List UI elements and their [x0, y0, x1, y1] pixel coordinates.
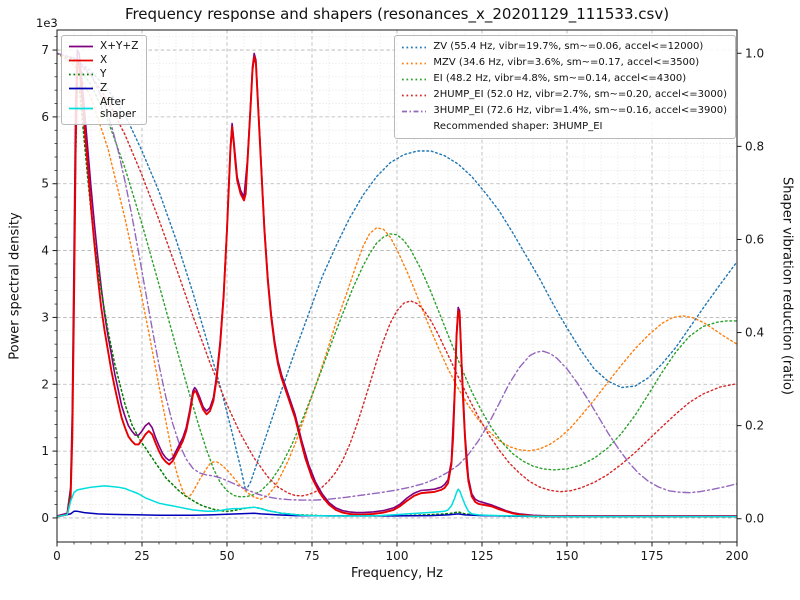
legend-item: Y [68, 68, 138, 80]
legend-item-label: 2HUMP_EI (52.0 Hz, vibr=2.7%, sm~=0.20, … [433, 89, 727, 100]
x-tick-label: 0 [53, 549, 61, 563]
chart-title: Frequency response and shapers (resonanc… [124, 5, 670, 23]
tick-labels: 0 25 50 75 100 125 150 175 200 0 1 2 3 4 5 6 7 0.0 0.2 0.4 0… [41, 36, 764, 563]
right-y-tick-label: 0.2 [745, 419, 764, 433]
left-y-tick-label: 2 [41, 377, 49, 391]
legend-item-label: 3HUMP_EI (72.6 Hz, vibr=1.4%, sm~=0.16, … [433, 105, 727, 116]
legend-item-label: Recommended shaper: 3HUMP_EI [433, 121, 603, 132]
legend-item: ZV (55.4 Hz, vibr=19.7%, sm~=0.06, accel… [401, 40, 727, 54]
x-tick-label: 100 [386, 549, 409, 563]
x-tick-label: 50 [219, 549, 234, 563]
legend-item-label: EI (48.2 Hz, vibr=4.8%, sm~=0.14, accel<… [433, 73, 687, 84]
psd-legend: X+Y+Z X Y Z After shaper [61, 35, 148, 126]
shaper-legend: ZV (55.4 Hz, vibr=19.7%, sm~=0.06, accel… [394, 35, 736, 139]
x-tick-label: 200 [726, 549, 749, 563]
series-line-2HUMP_EI [57, 52, 737, 497]
series-line-EI [57, 52, 737, 498]
right-y-tick-label: 1.0 [745, 46, 764, 60]
series-line-MZV [57, 52, 737, 500]
right-y-tick-label: 0.6 [745, 232, 764, 246]
left-y-tick-label: 0 [41, 511, 49, 525]
legend-item: After shaper [68, 96, 138, 120]
left-axis-offset-label: 1e3 [36, 16, 58, 30]
legend-item-label: ZV (55.4 Hz, vibr=19.7%, sm~=0.06, accel… [433, 41, 704, 52]
legend-line-swatch [69, 59, 93, 61]
left-y-tick-label: 7 [41, 43, 49, 57]
x-tick-label: 75 [304, 549, 319, 563]
right-y-axis-label: Shaper vibration reduction (ratio) [779, 177, 795, 395]
legend-item: Z [68, 82, 138, 94]
series-line-ZV [57, 52, 737, 492]
legend-item: EI (48.2 Hz, vibr=4.8%, sm~=0.14, accel<… [401, 72, 727, 86]
minor-grid [57, 30, 737, 542]
legend-line-swatch [401, 122, 427, 133]
right-y-tick-label: 0.4 [745, 326, 764, 340]
legend-line-swatch [402, 62, 427, 64]
x-tick-label: 125 [471, 549, 494, 563]
legend-line-swatch [402, 46, 427, 48]
legend-line-swatch [69, 87, 93, 90]
series-line-After-shaper [57, 485, 737, 518]
legend-line-swatch [402, 78, 427, 80]
right-y-tick-label: 0.8 [745, 139, 764, 153]
legend-item-label: X+Y+Z [100, 40, 139, 52]
left-y-axis-label: Power spectral density [7, 212, 23, 360]
legend-item-label: Y [100, 68, 107, 81]
legend-line-swatch [69, 45, 93, 47]
left-y-tick-label: 3 [41, 310, 49, 324]
left-y-tick-label: 4 [41, 244, 49, 258]
legend-item-label: MZV (34.6 Hz, vibr=3.6%, sm~=0.17, accel… [433, 57, 700, 68]
x-tick-label: 150 [556, 549, 579, 563]
x-axis-label: Frequency, Hz [350, 566, 444, 581]
legend-line-swatch [69, 73, 93, 76]
legend-item: MZV (34.6 Hz, vibr=3.6%, sm~=0.17, accel… [401, 56, 727, 70]
series-line-X [57, 55, 737, 518]
right-y-tick-label: 0.0 [745, 512, 764, 526]
x-tick-label: 175 [641, 549, 664, 563]
left-y-tick-label: 1 [41, 444, 49, 458]
left-y-tick-label: 5 [41, 177, 49, 191]
legend-item: X+Y+Z [68, 40, 138, 52]
legend-item-label: After shaper [100, 96, 137, 121]
legend-item: X [68, 54, 138, 66]
legend-item-label: Z [100, 82, 108, 95]
legend-item: Recommended shaper: 3HUMP_EI [401, 120, 727, 134]
left-y-tick-label: 6 [41, 110, 49, 124]
legend-line-swatch [402, 110, 427, 112]
legend-item: 3HUMP_EI (72.6 Hz, vibr=1.4%, sm~=0.16, … [401, 104, 727, 118]
legend-line-swatch [69, 107, 93, 110]
legend-line-swatch [402, 94, 427, 96]
series-line-3HUMP_EI [57, 52, 737, 501]
legend-item: 2HUMP_EI (52.0 Hz, vibr=2.7%, sm~=0.20, … [401, 88, 727, 102]
legend-item-label: X [100, 54, 108, 67]
x-tick-label: 25 [134, 549, 149, 563]
